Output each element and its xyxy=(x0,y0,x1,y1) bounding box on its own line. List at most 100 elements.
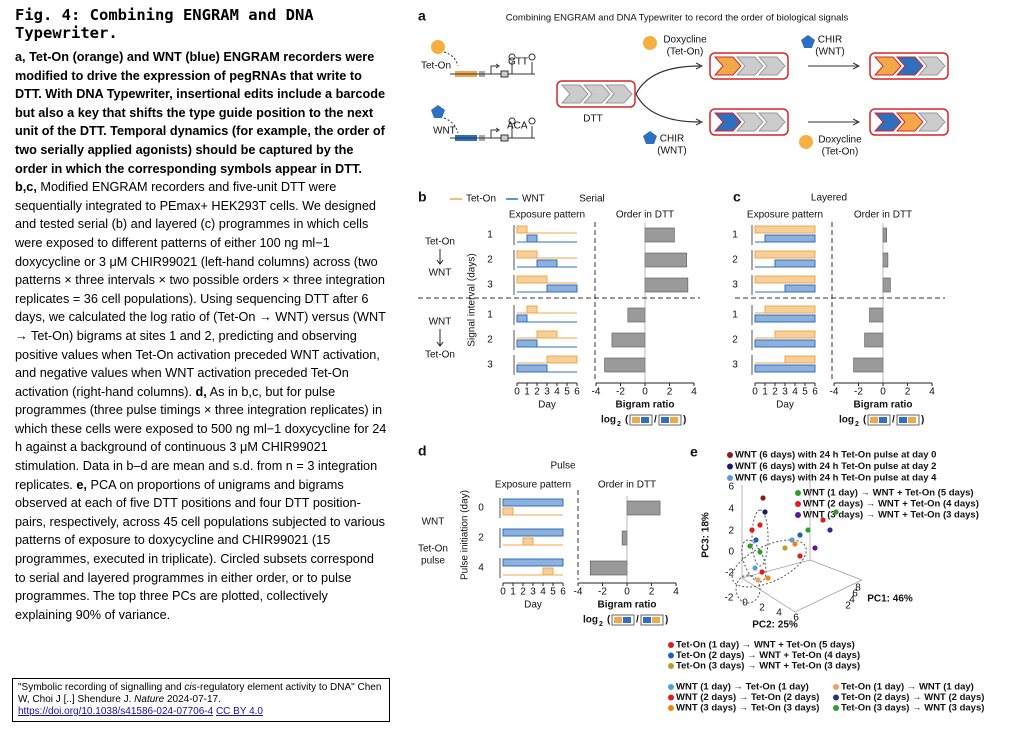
ratio-icon xyxy=(614,617,622,623)
x-tick-label: 6 xyxy=(574,387,580,398)
x-tick-label: 0 xyxy=(642,387,648,398)
row-label: 2 xyxy=(478,533,484,544)
x-tick-label: 3 xyxy=(782,387,788,398)
citation: "Symbolic recording of signalling and ci… xyxy=(12,678,390,722)
tick-label: 6 xyxy=(793,613,799,624)
row-label: 3 xyxy=(732,360,738,371)
panel-label: c xyxy=(733,189,741,205)
citation-text: "Symbolic recording of signalling and ci… xyxy=(18,682,381,705)
exposure-interval xyxy=(546,355,578,364)
x-tick-label: 5 xyxy=(564,387,570,398)
tick-label: 6 xyxy=(728,482,734,493)
citation-run: 2024-07-17. xyxy=(164,694,221,705)
tick-label: 2 xyxy=(759,603,765,614)
x-tick-label: 3 xyxy=(544,387,550,398)
exposure-interval xyxy=(516,314,528,323)
label: (WNT) xyxy=(815,47,844,58)
legend-dot xyxy=(727,475,733,481)
x-tick-label: 2 xyxy=(772,387,778,398)
legend-dot xyxy=(668,642,674,648)
y-axis-label: Signal interval (days) xyxy=(467,253,478,346)
pca-point xyxy=(755,577,761,583)
legend-dot xyxy=(833,705,839,711)
exposure-interval xyxy=(546,284,578,293)
pca-point xyxy=(820,517,826,523)
log-label: log xyxy=(583,615,598,626)
bar xyxy=(621,530,628,546)
bar xyxy=(644,277,689,293)
x-tick-label: -4 xyxy=(592,387,601,398)
exposure-interval xyxy=(516,275,548,284)
legend-dot xyxy=(795,501,801,507)
exposure-interval xyxy=(764,305,816,314)
arrow-head xyxy=(436,341,444,347)
tick-label: 0 xyxy=(728,547,734,558)
row-label: 1 xyxy=(732,310,738,321)
chevron xyxy=(735,112,764,132)
legend-dot xyxy=(833,694,839,701)
legend-label: WNT xyxy=(522,194,545,205)
panel-label: e xyxy=(690,444,698,460)
exposure-interval xyxy=(526,234,538,243)
panel-title: Combining ENGRAM and DNA Typewriter to r… xyxy=(506,13,849,24)
ratio-icon xyxy=(623,617,631,623)
exposure-interval xyxy=(754,250,816,259)
ratio-icon xyxy=(652,617,660,623)
ratio-icon xyxy=(643,617,651,623)
x-axis-label: Day xyxy=(524,600,542,611)
legend-label: WNT (6 days) with 24 h Tet-On pulse at d… xyxy=(735,450,936,461)
license-link[interactable]: CC BY 4.0 xyxy=(215,706,263,717)
ratio-paren: ( xyxy=(607,615,611,626)
caption-run: As in b,c, but for pulse programmes (thr… xyxy=(15,384,387,492)
tick-label: 2 xyxy=(845,601,851,612)
column-header: Exposure pattern xyxy=(509,210,585,221)
ratio-sep: / xyxy=(654,415,657,426)
group-label: Tet-On xyxy=(418,544,448,555)
x-tick-label: 1 xyxy=(524,387,530,398)
ratio-sep: / xyxy=(892,415,895,426)
row-label: 1 xyxy=(732,230,738,241)
exposure-interval xyxy=(516,225,528,234)
x-tick-label: 4 xyxy=(554,387,560,398)
exposure-interval xyxy=(516,250,538,259)
label: GTT xyxy=(508,57,528,68)
bar xyxy=(626,500,661,516)
group-label: Tet-On xyxy=(425,350,455,361)
exposure-interval xyxy=(774,259,816,268)
column-header: Order in DTT xyxy=(598,480,656,491)
doi-link[interactable]: https://doi.org/10.1038/s41586-024-07706… xyxy=(18,706,214,717)
x-tick-label: 6 xyxy=(560,587,566,598)
label: WNT xyxy=(433,126,456,137)
panel-title: Layered xyxy=(811,193,847,204)
tick-label: -2 xyxy=(725,593,734,604)
bar xyxy=(644,227,675,243)
row-label: 4 xyxy=(478,563,484,574)
exposure-interval xyxy=(754,364,816,373)
exposure-interval xyxy=(502,507,514,516)
panel-label: b xyxy=(418,189,427,205)
exposure-interval xyxy=(536,259,558,268)
bar xyxy=(604,357,646,373)
legend-dot xyxy=(668,694,674,701)
ratio-icon xyxy=(632,417,640,423)
x-tick-label: 2 xyxy=(520,587,526,598)
x-tick-label: 0 xyxy=(880,387,886,398)
legend-label: Tet-On xyxy=(466,194,496,205)
x-tick-label: 4 xyxy=(792,387,798,398)
ratio-icon xyxy=(870,417,878,423)
legend-dot xyxy=(727,452,733,458)
bar xyxy=(882,252,889,268)
citation-run: cis xyxy=(184,682,197,693)
chevron xyxy=(917,112,946,132)
legend-dot xyxy=(727,463,733,470)
exposure-interval xyxy=(754,339,816,348)
x-axis-label: Day xyxy=(538,400,556,411)
row-label: 3 xyxy=(732,280,738,291)
row-label: 0 xyxy=(478,503,484,514)
x-tick-label: 4 xyxy=(673,587,679,598)
x-tick-label: 3 xyxy=(530,587,536,598)
legend-label: WNT (2 days) → WNT + Tet-On (4 days) xyxy=(803,499,979,510)
x-tick-label: 4 xyxy=(929,387,935,398)
x-tick-label: 6 xyxy=(812,387,818,398)
caption-body: a, Tet-On (orange) and WNT (blue) ENGRAM… xyxy=(15,48,387,624)
